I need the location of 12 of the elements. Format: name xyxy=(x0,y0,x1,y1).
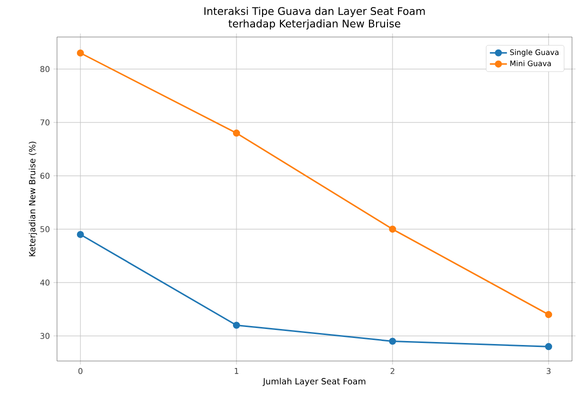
point xyxy=(76,49,84,57)
point xyxy=(545,311,552,318)
x-axis-title: Jumlah Layer Seat Foam xyxy=(262,378,366,386)
chart-subtitle: terhadap Keterjadian New Bruise xyxy=(228,19,400,30)
point xyxy=(388,338,396,345)
y-axis-title: Keterjadian New Bruise (%) xyxy=(28,142,38,256)
point xyxy=(545,343,552,350)
point xyxy=(388,226,396,233)
point xyxy=(232,322,240,329)
chart-title: Interaksi Tipe Guava dan Layer Seat Foam xyxy=(204,6,425,18)
point xyxy=(76,230,84,238)
point xyxy=(232,130,240,137)
